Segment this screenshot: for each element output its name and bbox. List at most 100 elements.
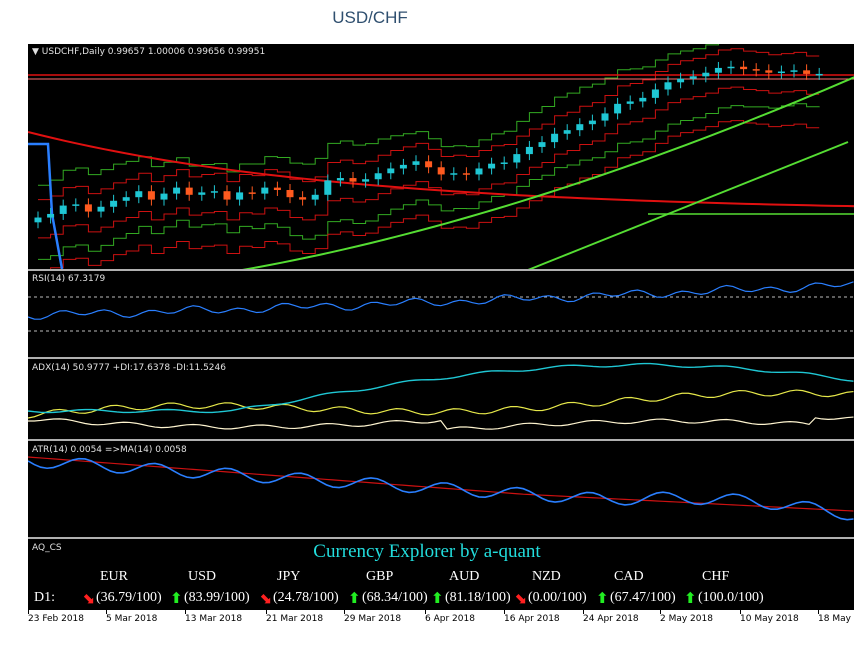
candle-body — [551, 133, 559, 143]
pane-separator[interactable] — [28, 357, 854, 359]
menu-triangle-icon[interactable]: ▼ — [32, 47, 39, 57]
arrow-up-icon: ⬆ — [684, 589, 697, 607]
currency-strength-pane[interactable]: AQ_CS Currency Explorer by a-quant D1: EU… — [28, 539, 854, 612]
candle-body — [110, 200, 118, 207]
candle-body — [236, 192, 244, 200]
adx-chart — [27, 362, 854, 430]
arrow-down-icon: ⬊ — [82, 589, 95, 607]
candle-body — [311, 194, 319, 200]
time-axis-tick-mark — [266, 610, 267, 614]
price-pane[interactable]: ▼ USDCHF,Daily 0.99657 1.00006 0.99656 0… — [27, 33, 854, 290]
candle-body — [651, 89, 659, 98]
candle-body — [97, 206, 105, 212]
minus-di-line — [27, 416, 854, 430]
candle-body — [349, 178, 357, 182]
candle-body — [84, 204, 92, 212]
candle-body — [815, 73, 823, 76]
candle-body — [475, 168, 483, 175]
candle-body — [362, 179, 370, 182]
rsi-pane[interactable]: RSI(14) 67.3179 — [27, 271, 854, 357]
candle-body — [286, 190, 294, 198]
cs-currency-nzd: NZD — [532, 569, 561, 584]
candle-body — [664, 82, 672, 90]
candle-body — [525, 146, 533, 155]
rsi-line — [27, 281, 854, 320]
rsi-chart — [27, 281, 854, 332]
candle-body — [248, 192, 256, 194]
pane-separator[interactable] — [28, 269, 854, 271]
candle-body — [588, 120, 596, 125]
candle-body — [299, 197, 307, 200]
time-axis-tick: 24 Apr 2018 — [583, 614, 639, 624]
cs-timeframe-label: D1: — [34, 590, 55, 605]
time-axis-tick: 18 May — [818, 614, 851, 624]
time-axis-tick: 21 Mar 2018 — [266, 614, 324, 624]
time-axis-tick-mark — [344, 610, 345, 614]
time-axis-tick-mark — [740, 610, 741, 614]
time-axis-tick: 16 Apr 2018 — [504, 614, 560, 624]
cs-heading: Currency Explorer by a-quant — [313, 541, 541, 562]
upper-red-band — [38, 48, 820, 201]
candle-body — [412, 161, 420, 165]
candle-body — [450, 173, 458, 175]
cs-value-eur: (36.79/100) — [96, 590, 162, 605]
candle-body — [563, 130, 571, 134]
cs-label: AQ_CS — [32, 543, 62, 553]
cs-currency-jpy: JPY — [277, 569, 301, 584]
candle-body — [752, 69, 760, 71]
candle-body — [34, 217, 42, 223]
candle-body — [374, 173, 382, 180]
candle-body — [336, 178, 344, 181]
candle-body — [47, 213, 55, 218]
candle-body — [765, 70, 773, 73]
candle-body — [488, 163, 496, 169]
candle-body — [261, 187, 269, 194]
atr-line — [27, 457, 854, 521]
lower-green-band — [38, 103, 820, 260]
atr-pane[interactable]: ATR(14) 0.0054 =>MA(14) 0.0058 — [27, 441, 854, 537]
cs-table: D1: EUR ⬊ (36.79/100) USD ⬆ (83.99/100) JPY ⬊ (24… — [28, 567, 854, 611]
candle-body — [601, 113, 609, 121]
candle-body — [437, 167, 445, 175]
pane-separator[interactable] — [28, 537, 854, 539]
atr-label: ATR(14) 0.0054 =>MA(14) 0.0058 — [32, 445, 187, 455]
candle-body — [185, 187, 193, 195]
time-axis-tick-mark — [185, 610, 186, 614]
candle-body — [72, 204, 80, 206]
candle-body — [122, 197, 130, 201]
rsi-label: RSI(14) 67.3179 — [32, 274, 106, 284]
time-axis-tick: 23 Feb 2018 — [28, 614, 85, 624]
cs-value-aud: (81.18/100) — [445, 590, 511, 605]
chart-window[interactable]: ▼ USDCHF,Daily 0.99657 1.00006 0.99656 0… — [27, 33, 854, 612]
cs-currency-aud: AUD — [449, 569, 480, 584]
arrow-down-icon: ⬊ — [514, 589, 527, 607]
time-axis-tick: 10 May 2018 — [740, 614, 799, 624]
long-red-moving-average — [27, 131, 854, 208]
pane-separator[interactable] — [28, 439, 854, 441]
candle-body — [538, 142, 546, 147]
time-axis-tick: 6 Apr 2018 — [425, 614, 475, 624]
time-axis-tick-mark — [28, 610, 29, 614]
price-chart — [27, 33, 854, 290]
candle-body — [702, 72, 710, 77]
time-axis-tick: 13 Mar 2018 — [185, 614, 243, 624]
arrow-up-icon: ⬆ — [596, 589, 609, 607]
time-axis-tick-mark — [583, 610, 584, 614]
time-axis-tick: 2 May 2018 — [660, 614, 713, 624]
cs-value-jpy: (24.78/100) — [273, 590, 339, 605]
plus-di-line — [27, 389, 854, 419]
candle-body — [210, 191, 218, 193]
candle-body — [740, 66, 748, 70]
adx-pane[interactable]: ADX(14) 50.9777 +DI:17.6378 -DI:11.5246 — [27, 359, 854, 439]
candle-body — [576, 124, 584, 131]
candle-body — [677, 78, 685, 83]
candle-body — [462, 173, 470, 175]
candle-body — [639, 97, 647, 102]
adx-label: ADX(14) 50.9777 +DI:17.6378 -DI:11.5246 — [32, 363, 226, 373]
candle-body — [790, 70, 798, 72]
candle-body — [135, 191, 143, 198]
candle-body — [387, 168, 395, 174]
cs-currency-gbp: GBP — [366, 569, 394, 584]
green-moving-average — [67, 76, 854, 290]
blue-indicator-line — [28, 142, 64, 270]
